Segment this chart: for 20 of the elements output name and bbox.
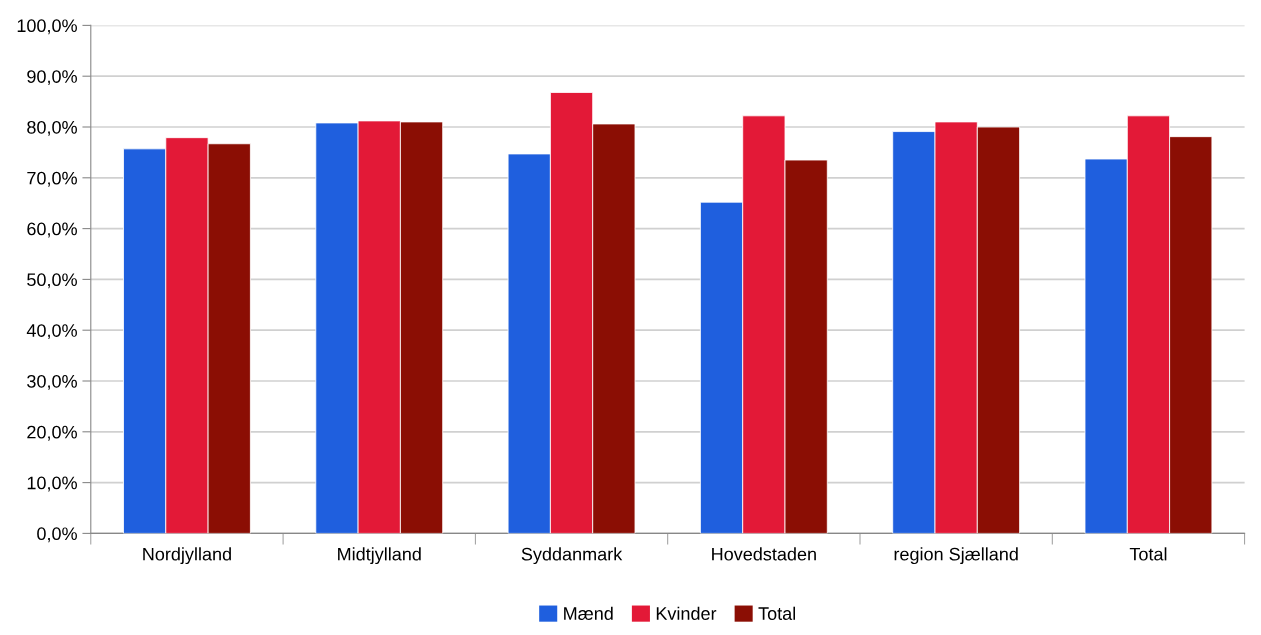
y-tick-label: 0,0% <box>37 527 77 543</box>
x-tick-label: Hovedstaden <box>712 547 816 561</box>
x-tick-label: Nordjylland <box>143 547 231 565</box>
y-tick-label: 100,0% <box>17 19 77 35</box>
legend-label: Total <box>758 606 796 620</box>
legend-label: Mænd <box>564 606 613 620</box>
y-tick-label: 90,0% <box>27 70 77 86</box>
y-tick-label: 50,0% <box>27 273 77 289</box>
x-tick-label: Midtjylland <box>338 547 421 565</box>
x-tick-label: Total <box>1129 547 1167 561</box>
x-tick-label: Syddanmark <box>521 547 623 565</box>
y-tick-label: 70,0% <box>27 171 77 187</box>
y-tick-label: 80,0% <box>27 120 77 136</box>
y-tick-label: 40,0% <box>26 324 77 340</box>
y-tick-label: 30,0% <box>27 374 77 390</box>
y-tick-label: 60,0% <box>27 222 77 238</box>
y-tick-label: 10,0% <box>27 476 77 492</box>
legend-label: Kvinder <box>656 606 717 620</box>
y-tick-label: 20,0% <box>27 425 77 441</box>
x-tick-label: region Sjælland <box>894 547 1018 565</box>
